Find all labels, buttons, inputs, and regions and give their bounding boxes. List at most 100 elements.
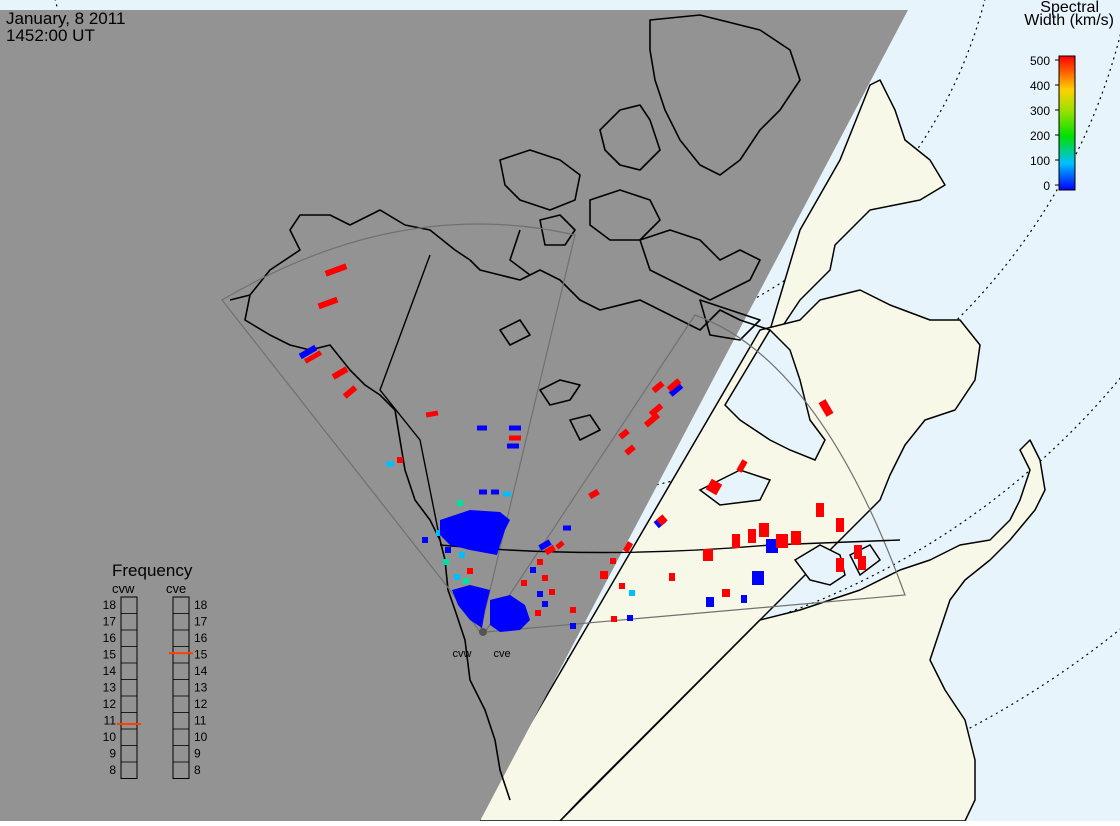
radar-site-marker — [479, 628, 487, 636]
gauge-cvw — [120, 596, 138, 779]
radar-cluster — [440, 510, 510, 555]
frequency-scale-right: 18 — [194, 598, 208, 612]
frequency-scale-left: 8 — [109, 763, 116, 777]
radar-cell — [759, 523, 769, 537]
radar-cell — [317, 296, 339, 310]
radar-cell — [736, 459, 748, 473]
date-label: January, 8 2011 — [6, 9, 126, 28]
radar-cell — [836, 518, 844, 532]
radar-cell — [611, 616, 617, 622]
radar-cell — [752, 571, 764, 585]
radar-cell — [766, 539, 778, 553]
radar-cells — [298, 263, 866, 632]
frequency-scale-right: 8 — [194, 763, 201, 777]
frequency-scale-right: 15 — [194, 648, 208, 662]
frequency-scale-right: 9 — [194, 747, 201, 761]
radar-cell — [818, 399, 834, 417]
radar-cell — [732, 534, 740, 548]
radar-cell — [791, 531, 801, 545]
radar-cell — [303, 350, 323, 364]
colorbar-tick-label: 500 — [1030, 54, 1050, 68]
night-side — [0, 10, 908, 821]
radar-cell — [503, 491, 511, 497]
frequency-scale-left: 9 — [109, 747, 116, 761]
radar-cell — [555, 540, 565, 550]
radar-cell — [457, 500, 463, 506]
gauge-cve — [172, 596, 190, 779]
radar-cell — [748, 529, 756, 543]
radar-cell — [331, 366, 349, 380]
frequency-scale-left: 11 — [104, 714, 117, 728]
radar-cell — [836, 558, 844, 572]
radar-cell — [544, 544, 556, 556]
radar-cell — [445, 547, 451, 553]
radar-cell — [563, 525, 571, 531]
frequency-scale-left: 13 — [103, 681, 117, 695]
radar-cell — [588, 488, 600, 500]
radar-cell — [741, 595, 747, 603]
radar-cell — [703, 549, 713, 561]
radar-label-cve: cve — [493, 648, 510, 660]
radar-cell — [610, 558, 616, 564]
frequency-title: Frequency — [112, 561, 193, 580]
frequency-scale-left: 12 — [103, 697, 117, 711]
radar-cell — [549, 589, 555, 595]
radar-cell — [643, 412, 661, 428]
colorbar — [1058, 55, 1076, 191]
radar-cell — [705, 478, 723, 496]
radar-cell — [443, 559, 449, 565]
radar-fov — [221, 223, 906, 634]
frequency-scale-right: 12 — [194, 697, 208, 711]
frequency-label-cvw: cvw — [112, 581, 135, 596]
radar-cell — [386, 461, 394, 467]
radar-cell — [666, 378, 682, 392]
radar-cell — [537, 591, 543, 597]
radar-cell — [298, 344, 318, 360]
radar-cell — [570, 607, 576, 613]
radar-cell — [624, 444, 636, 456]
radar-cell — [537, 559, 543, 565]
radar-cell — [776, 534, 788, 548]
frequency-scale-right: 11 — [194, 714, 207, 728]
colorbar-tick-label: 300 — [1030, 104, 1050, 118]
frequency-scale-left: 15 — [103, 648, 117, 662]
frequency-scale-left: 18 — [103, 598, 117, 612]
radar-cell — [491, 489, 499, 495]
radar-cell — [521, 580, 527, 586]
frequency-gauges: 18 18 17 17 16 16 15 15 14 14 13 13 12 12 11 11 10 10 9 9 8 8 — [103, 596, 208, 779]
hudson-bay — [724, 328, 826, 461]
radar-cell — [629, 590, 635, 596]
frequency-scale-left: 14 — [103, 664, 117, 678]
radar-cell — [397, 457, 403, 463]
radar-cluster — [490, 595, 530, 632]
radar-cell — [619, 583, 625, 589]
radar-cell — [509, 425, 521, 431]
radar-cell — [600, 571, 608, 579]
radar-cell — [467, 568, 473, 574]
radar-cell — [854, 545, 862, 559]
time-label: 1452:00 UT — [6, 26, 95, 45]
radar-cell — [542, 601, 548, 607]
colorbar-tick-label: 100 — [1030, 154, 1050, 168]
radar-cell — [324, 263, 348, 277]
radar-cell — [668, 383, 684, 397]
radar-cell — [651, 380, 665, 394]
colorbar-tick-label: 200 — [1030, 129, 1050, 143]
colorbar-title-line1: Spectral — [1040, 0, 1099, 16]
radar-cell — [618, 428, 630, 440]
coastlines-night — [229, 14, 801, 801]
radar-cell — [535, 610, 541, 616]
radar-cell — [509, 435, 521, 441]
radar-cell — [622, 541, 634, 553]
radar-cell — [425, 410, 439, 418]
radar-cell — [538, 539, 552, 551]
frequency-scale-right: 14 — [194, 664, 208, 678]
radar-label-cvw: cvw — [453, 648, 472, 660]
radar-cell — [454, 574, 460, 580]
radar-cell — [477, 425, 487, 431]
radar-cell — [816, 503, 824, 517]
great-lakes — [698, 469, 882, 586]
land-day — [479, 79, 1046, 822]
